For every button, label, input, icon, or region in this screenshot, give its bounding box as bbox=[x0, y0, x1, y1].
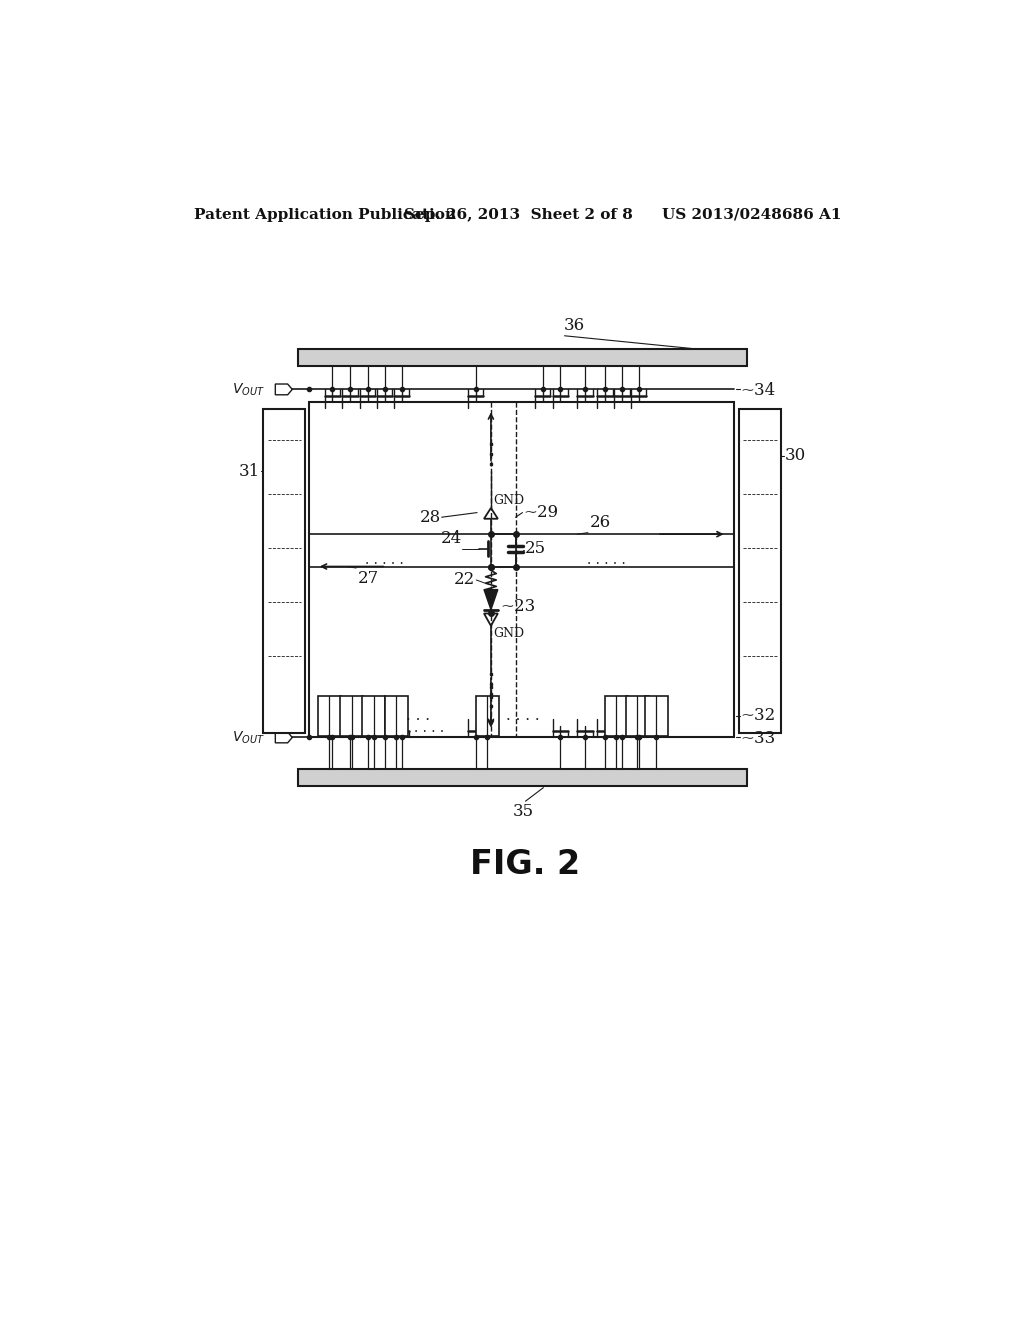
Text: ~32: ~32 bbox=[740, 708, 775, 725]
Text: . . . .: . . . . bbox=[415, 392, 444, 405]
Bar bbox=[298, 770, 746, 785]
Text: ~23: ~23 bbox=[500, 598, 536, 615]
Bar bbox=[298, 350, 746, 367]
Bar bbox=[626, 696, 649, 737]
Text: GND: GND bbox=[494, 627, 524, 640]
Text: ~33: ~33 bbox=[740, 730, 775, 747]
Text: ~29: ~29 bbox=[523, 504, 558, 521]
Text: 28: 28 bbox=[420, 508, 441, 525]
Text: 27: 27 bbox=[357, 570, 379, 586]
Text: US 2013/0248686 A1: US 2013/0248686 A1 bbox=[662, 207, 842, 222]
Text: Patent Application Publication: Patent Application Publication bbox=[194, 207, 456, 222]
Text: 26: 26 bbox=[590, 513, 610, 531]
Text: 25: 25 bbox=[524, 540, 546, 557]
Text: 36: 36 bbox=[563, 317, 585, 334]
Text: . . . . .: . . . . . bbox=[587, 553, 626, 566]
Text: . . .: . . . bbox=[406, 709, 430, 723]
Bar bbox=[739, 409, 781, 733]
Text: 22: 22 bbox=[455, 572, 475, 589]
Bar bbox=[475, 696, 499, 737]
Text: GND: GND bbox=[494, 494, 524, 507]
Text: . . . . .: . . . . . bbox=[366, 553, 404, 566]
Bar bbox=[645, 696, 668, 737]
Bar bbox=[340, 696, 364, 737]
Bar bbox=[309, 401, 734, 737]
Polygon shape bbox=[275, 384, 292, 395]
Bar bbox=[317, 696, 341, 737]
Text: 35: 35 bbox=[513, 803, 534, 820]
Text: FIG. 2: FIG. 2 bbox=[470, 847, 580, 880]
Bar bbox=[263, 409, 305, 733]
Text: . . . .: . . . . bbox=[507, 709, 540, 723]
Text: $V_{OUT}$: $V_{OUT}$ bbox=[232, 381, 265, 397]
Bar bbox=[605, 696, 628, 737]
Text: $V_{OUT}$: $V_{OUT}$ bbox=[232, 729, 265, 746]
Polygon shape bbox=[275, 733, 292, 743]
Polygon shape bbox=[484, 590, 498, 610]
Bar bbox=[385, 696, 408, 737]
Text: 24: 24 bbox=[440, 531, 462, 548]
Text: Sep. 26, 2013  Sheet 2 of 8: Sep. 26, 2013 Sheet 2 of 8 bbox=[403, 207, 633, 222]
Text: ~34: ~34 bbox=[740, 383, 775, 400]
Text: . . . .: . . . . bbox=[415, 721, 444, 735]
Text: 30: 30 bbox=[785, 447, 806, 465]
Bar bbox=[362, 696, 385, 737]
Text: 31: 31 bbox=[239, 462, 260, 479]
